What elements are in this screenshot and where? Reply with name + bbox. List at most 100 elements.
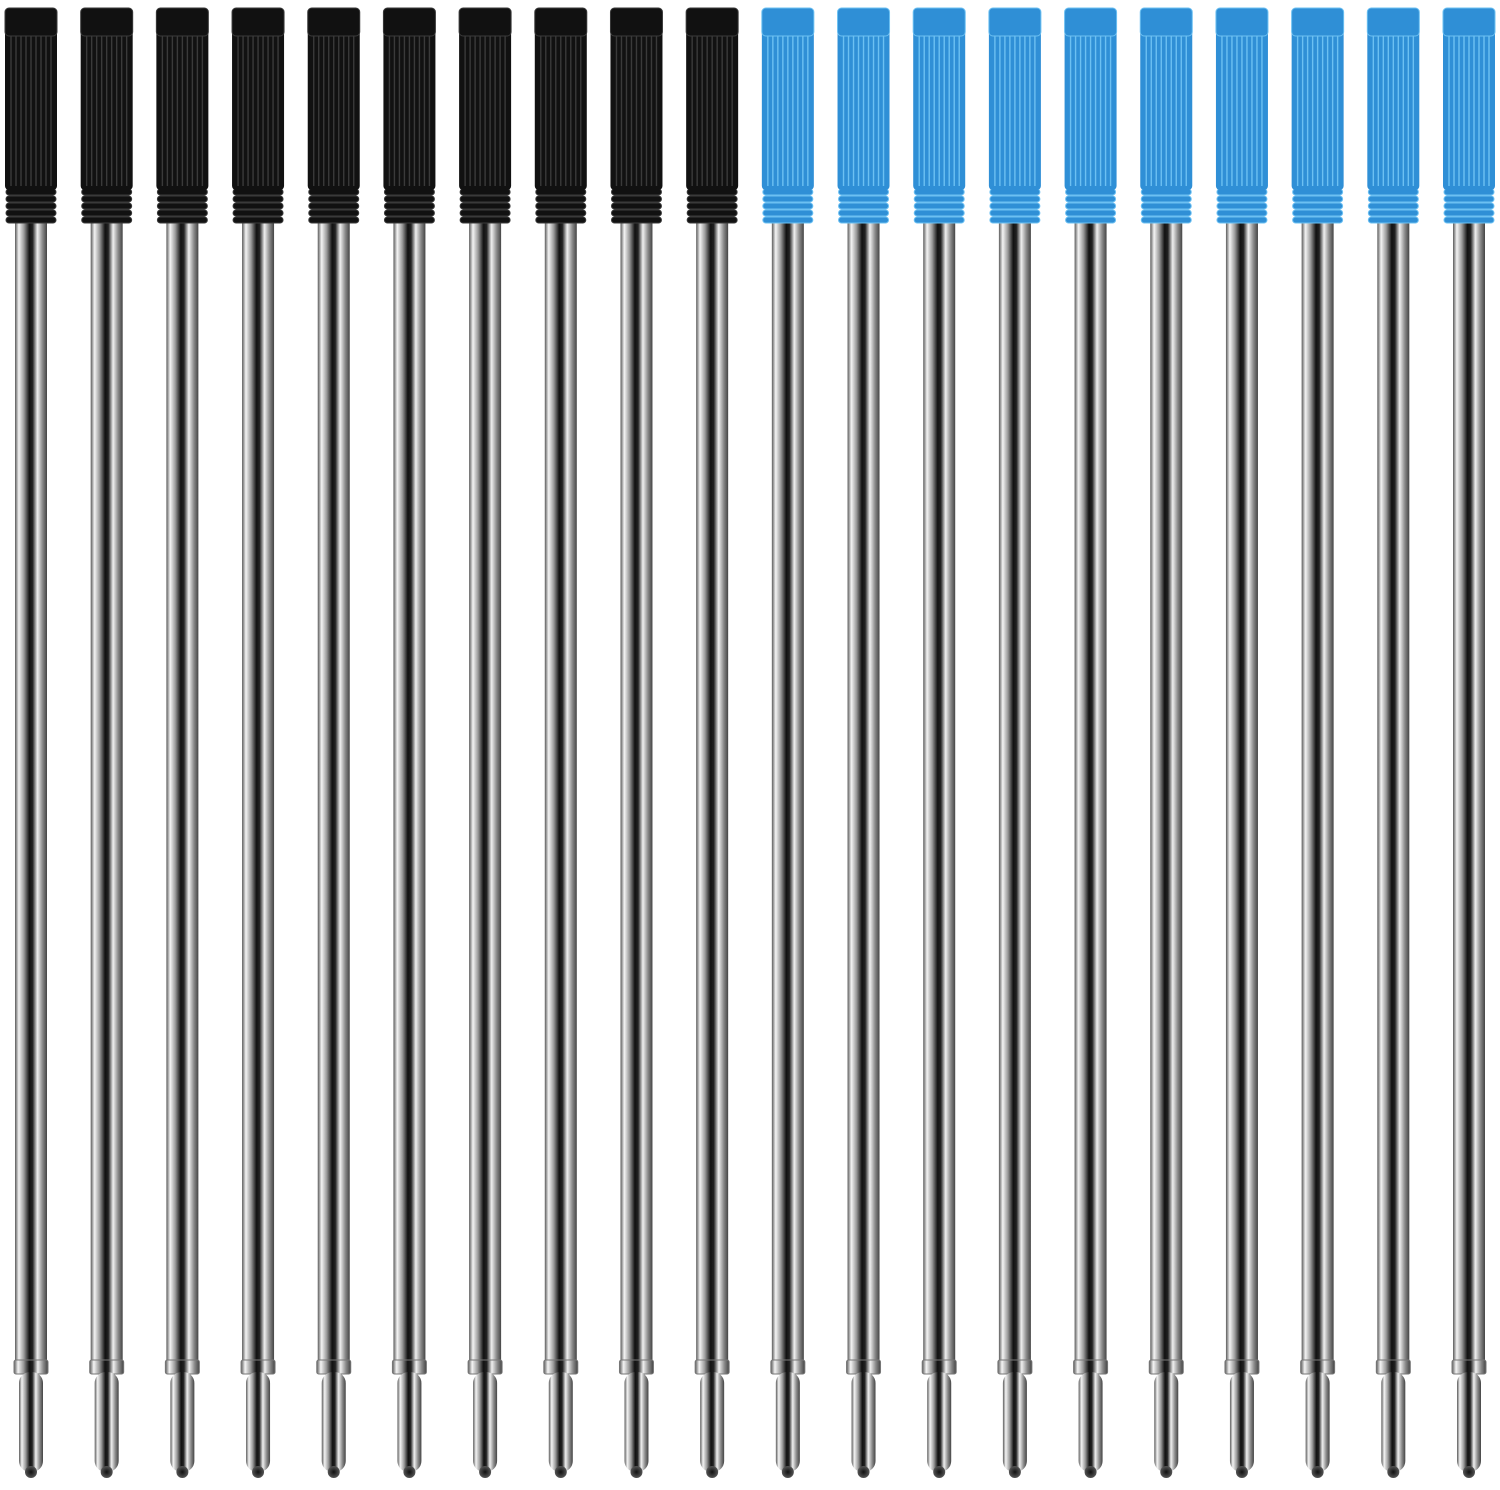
cap-thread (1292, 195, 1344, 203)
refill-tip (19, 1372, 43, 1472)
cap-thread (459, 195, 511, 203)
cap-thread (913, 216, 965, 224)
cap-thread (1140, 202, 1192, 210)
refill-tube (1074, 222, 1107, 1364)
cap-thread (762, 195, 814, 203)
refill-collar (1375, 1359, 1411, 1375)
cap-top (382, 7, 436, 37)
ballpoint (630, 1466, 643, 1478)
cap-thread (1140, 216, 1192, 224)
cap-thread (913, 202, 965, 210)
refill-tube (771, 222, 804, 1364)
refill-collar (316, 1359, 352, 1375)
cap-top (685, 7, 739, 37)
cap-thread (913, 209, 965, 217)
cap-thread (762, 216, 814, 224)
cap-thread (1065, 209, 1117, 217)
refill-tip (1457, 1372, 1481, 1472)
refill-tube (469, 222, 502, 1364)
refill-black (155, 7, 209, 1478)
ballpoint (857, 1466, 870, 1478)
cap-thread (308, 209, 360, 217)
cap-thread (686, 202, 738, 210)
cap-thread (1065, 202, 1117, 210)
ballpoint (706, 1466, 719, 1478)
cap-thread (383, 209, 435, 217)
cap-thread (610, 195, 662, 203)
cap-thread (81, 195, 133, 203)
cap-thread (989, 202, 1041, 210)
refill-blue (912, 7, 966, 1478)
cap-thread (308, 202, 360, 210)
ballpoint (781, 1466, 794, 1478)
refill-collar (164, 1359, 200, 1375)
cap-thread (913, 195, 965, 203)
cap-top (1139, 7, 1193, 37)
cap-thread (5, 195, 57, 203)
refill-tube (1377, 222, 1410, 1364)
cap-thread (459, 202, 511, 210)
ballpoint (1160, 1466, 1173, 1478)
cap-thread (308, 216, 360, 224)
ballpoint (327, 1466, 340, 1478)
cap-top (1215, 7, 1269, 37)
ballpoint (1387, 1466, 1400, 1478)
ballpoint (403, 1466, 416, 1478)
refill-tip (246, 1372, 271, 1472)
refill-tube (696, 222, 729, 1364)
cap-top (231, 7, 285, 37)
refill-collar (1451, 1359, 1487, 1375)
cap-thread (1443, 209, 1495, 217)
ballpoint (176, 1466, 189, 1478)
cap-thread (535, 195, 587, 203)
refill-tip (397, 1372, 422, 1472)
cap-thread (762, 202, 814, 210)
cap-top (307, 7, 361, 37)
refill-tip (851, 1372, 876, 1472)
cap-thread (686, 216, 738, 224)
refill-collar (921, 1359, 957, 1375)
refill-tube (242, 222, 275, 1364)
cap-thread (232, 195, 284, 203)
cap-thread (610, 202, 662, 210)
refill-tip (700, 1372, 725, 1472)
ballpoint (1463, 1466, 1475, 1478)
refill-collar (694, 1359, 730, 1375)
refill-blue (1366, 7, 1420, 1478)
refill-blue (1139, 7, 1193, 1478)
cap-thread (1065, 195, 1117, 203)
cap-thread (232, 209, 284, 217)
refill-black (609, 7, 663, 1478)
cap-thread (308, 195, 360, 203)
cap-thread (5, 209, 57, 217)
refill-tube (998, 222, 1031, 1364)
refill-black (307, 7, 361, 1478)
cap-thread (535, 202, 587, 210)
cap-thread (5, 202, 57, 210)
ballpoint (554, 1466, 567, 1478)
refill-tip (1002, 1372, 1027, 1472)
cap-top (912, 7, 966, 37)
cap-thread (1140, 195, 1192, 203)
cap-thread (5, 216, 57, 224)
refill-collar (1073, 1359, 1109, 1375)
cap-thread (459, 209, 511, 217)
cap-thread (989, 195, 1041, 203)
refill-tip (927, 1372, 952, 1472)
cap-thread (535, 209, 587, 217)
cap-thread (1216, 209, 1268, 217)
cap-top (988, 7, 1042, 37)
ballpoint (1084, 1466, 1097, 1478)
cap-thread (1065, 216, 1117, 224)
refill-collar (89, 1359, 125, 1375)
refill-tip (1305, 1372, 1330, 1472)
cap-thread (1367, 195, 1419, 203)
refill-tip (1154, 1372, 1179, 1472)
refill-tip (1381, 1372, 1406, 1472)
refill-collar (1224, 1359, 1260, 1375)
cap-thread (1216, 216, 1268, 224)
refill-tip (321, 1372, 346, 1472)
cap-thread (156, 209, 208, 217)
refill-tip (548, 1372, 573, 1472)
cap-thread (383, 202, 435, 210)
